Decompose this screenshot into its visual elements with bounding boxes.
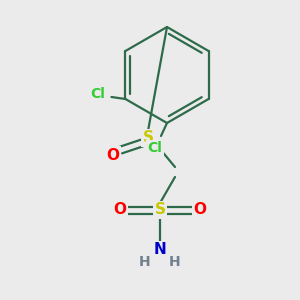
Text: N: N <box>154 242 166 257</box>
Text: S: S <box>142 130 154 146</box>
Text: H: H <box>169 255 181 269</box>
Text: Cl: Cl <box>90 87 105 101</box>
Text: H: H <box>139 255 151 269</box>
Text: O: O <box>106 148 119 163</box>
Text: O: O <box>113 202 127 217</box>
Text: S: S <box>154 202 166 217</box>
Text: O: O <box>194 202 206 217</box>
Text: Cl: Cl <box>148 141 162 155</box>
